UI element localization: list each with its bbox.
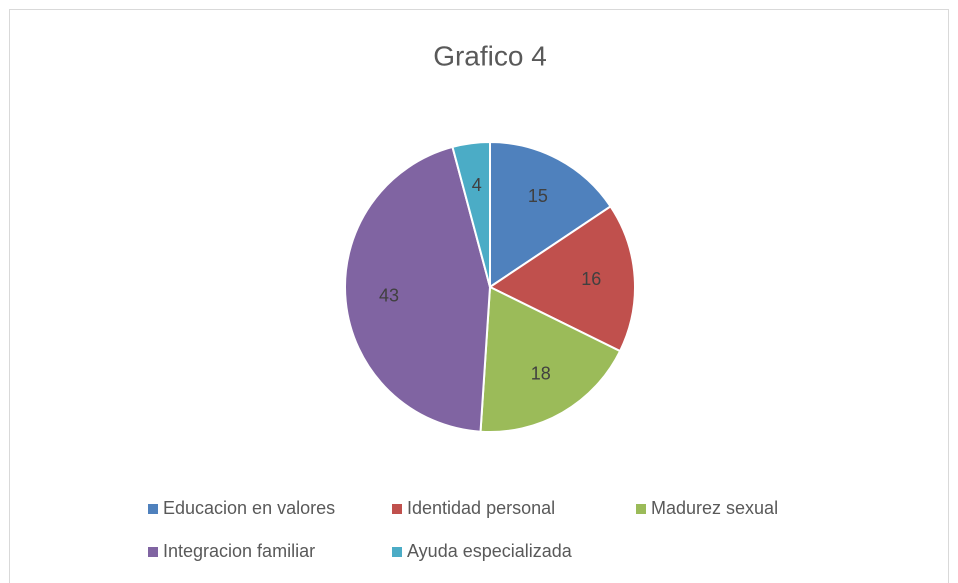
pie-slice bbox=[488, 205, 636, 353]
legend-swatch bbox=[636, 504, 646, 514]
pie-slice bbox=[479, 285, 622, 433]
pie-slice bbox=[344, 145, 492, 433]
legend-swatch bbox=[392, 547, 402, 557]
legend-label: Educacion en valores bbox=[163, 498, 335, 518]
legend-swatch bbox=[148, 504, 158, 514]
legend-label: Integracion familiar bbox=[163, 541, 315, 561]
legend-swatch bbox=[148, 547, 158, 557]
pie-slice bbox=[451, 140, 491, 288]
data-label: 4 bbox=[472, 175, 482, 195]
legend-swatch bbox=[392, 504, 402, 514]
pie-slice bbox=[489, 140, 612, 289]
data-label: 16 bbox=[581, 269, 601, 289]
data-label: 15 bbox=[528, 186, 548, 206]
legend-label: Ayuda especializada bbox=[407, 541, 573, 561]
data-label: 43 bbox=[379, 286, 399, 306]
data-label: 18 bbox=[531, 364, 551, 384]
chart-title: Grafico 4 bbox=[433, 40, 547, 71]
legend-label: Madurez sexual bbox=[651, 498, 778, 518]
legend-label: Identidad personal bbox=[407, 498, 555, 518]
